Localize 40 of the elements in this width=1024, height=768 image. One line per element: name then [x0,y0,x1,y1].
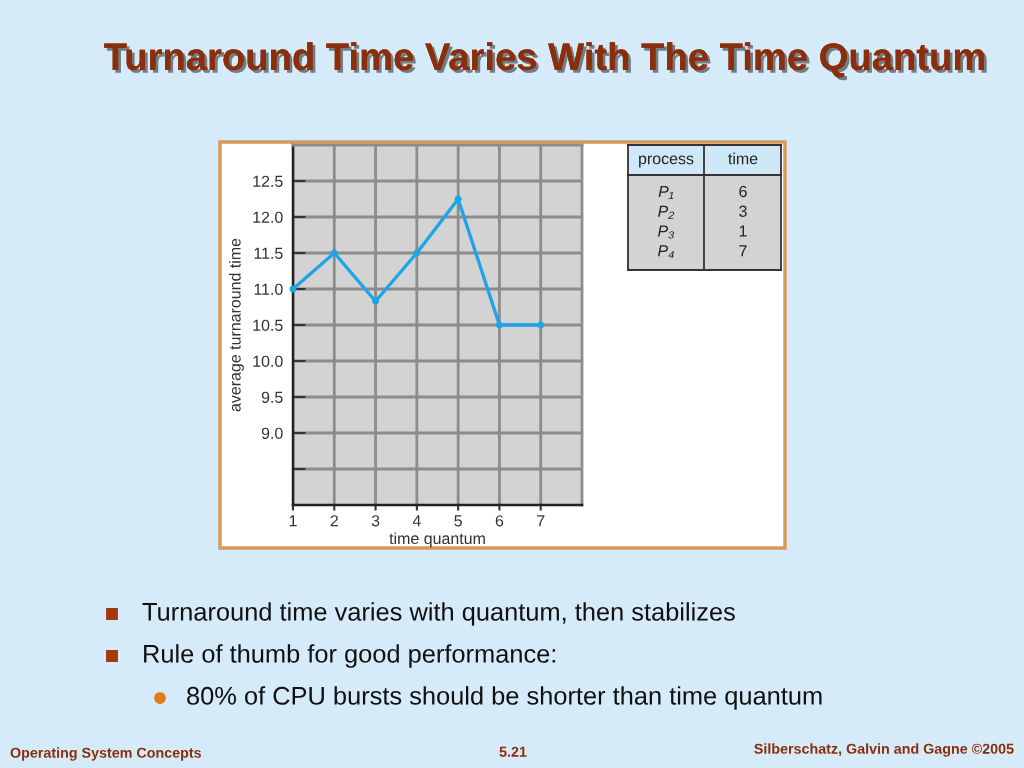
data-label: 3 [739,205,747,217]
data-label: 7 [739,245,747,257]
text: 5.21 [499,746,527,757]
text: Operating System Concepts [10,747,201,761]
y-tick-label: 12.5 [253,175,283,187]
y-tick-label: 11.0 [254,283,283,295]
category-label: P₃ [658,225,675,239]
y-tick-label: 10.0 [253,355,283,367]
point [495,321,503,329]
text: process [639,155,694,168]
y-tick-label: 9.5 [261,391,283,403]
data-label: 6 [739,185,747,198]
data-label: 1 [739,225,747,237]
category-label: P₂ [658,205,675,219]
y-tick-label: 11.5 [254,247,283,259]
x-tick-label: 6 [495,515,504,527]
y-axis-title: average turnaround time [228,238,244,412]
category-label: P₁ [658,186,674,199]
point [413,249,421,257]
text: Silberschatz, Galvin and Gagne ©2005 [754,743,1014,757]
y-tick-label: 12.0 [253,211,283,223]
x-tick-label: 5 [454,515,462,527]
y-tick-label: 9.0 [261,427,283,439]
x-tick-label: 3 [371,515,380,527]
x-tick-label: 1 [289,515,297,527]
category-label: P₄ [657,245,674,259]
point [537,321,545,329]
text: 80% of CPU bursts should be shorter than time quantum [187,686,822,710]
x-axis-title: time quantum [389,532,485,548]
point [372,297,380,305]
chart-title: Turnaround Time Varies With The Time Quantum [104,42,987,81]
y-tick-label: 10.5 [253,319,283,331]
x-tick-label: 4 [412,515,421,527]
text: Rule of thumb for good performance: [144,644,556,668]
x-tick-label: 7 [537,515,545,527]
text: time [728,152,758,165]
point [330,249,338,257]
x-tick-label: 2 [330,515,338,527]
text: Turnaround time varies with quantum, then stabilizes [142,602,735,626]
point [454,195,462,203]
